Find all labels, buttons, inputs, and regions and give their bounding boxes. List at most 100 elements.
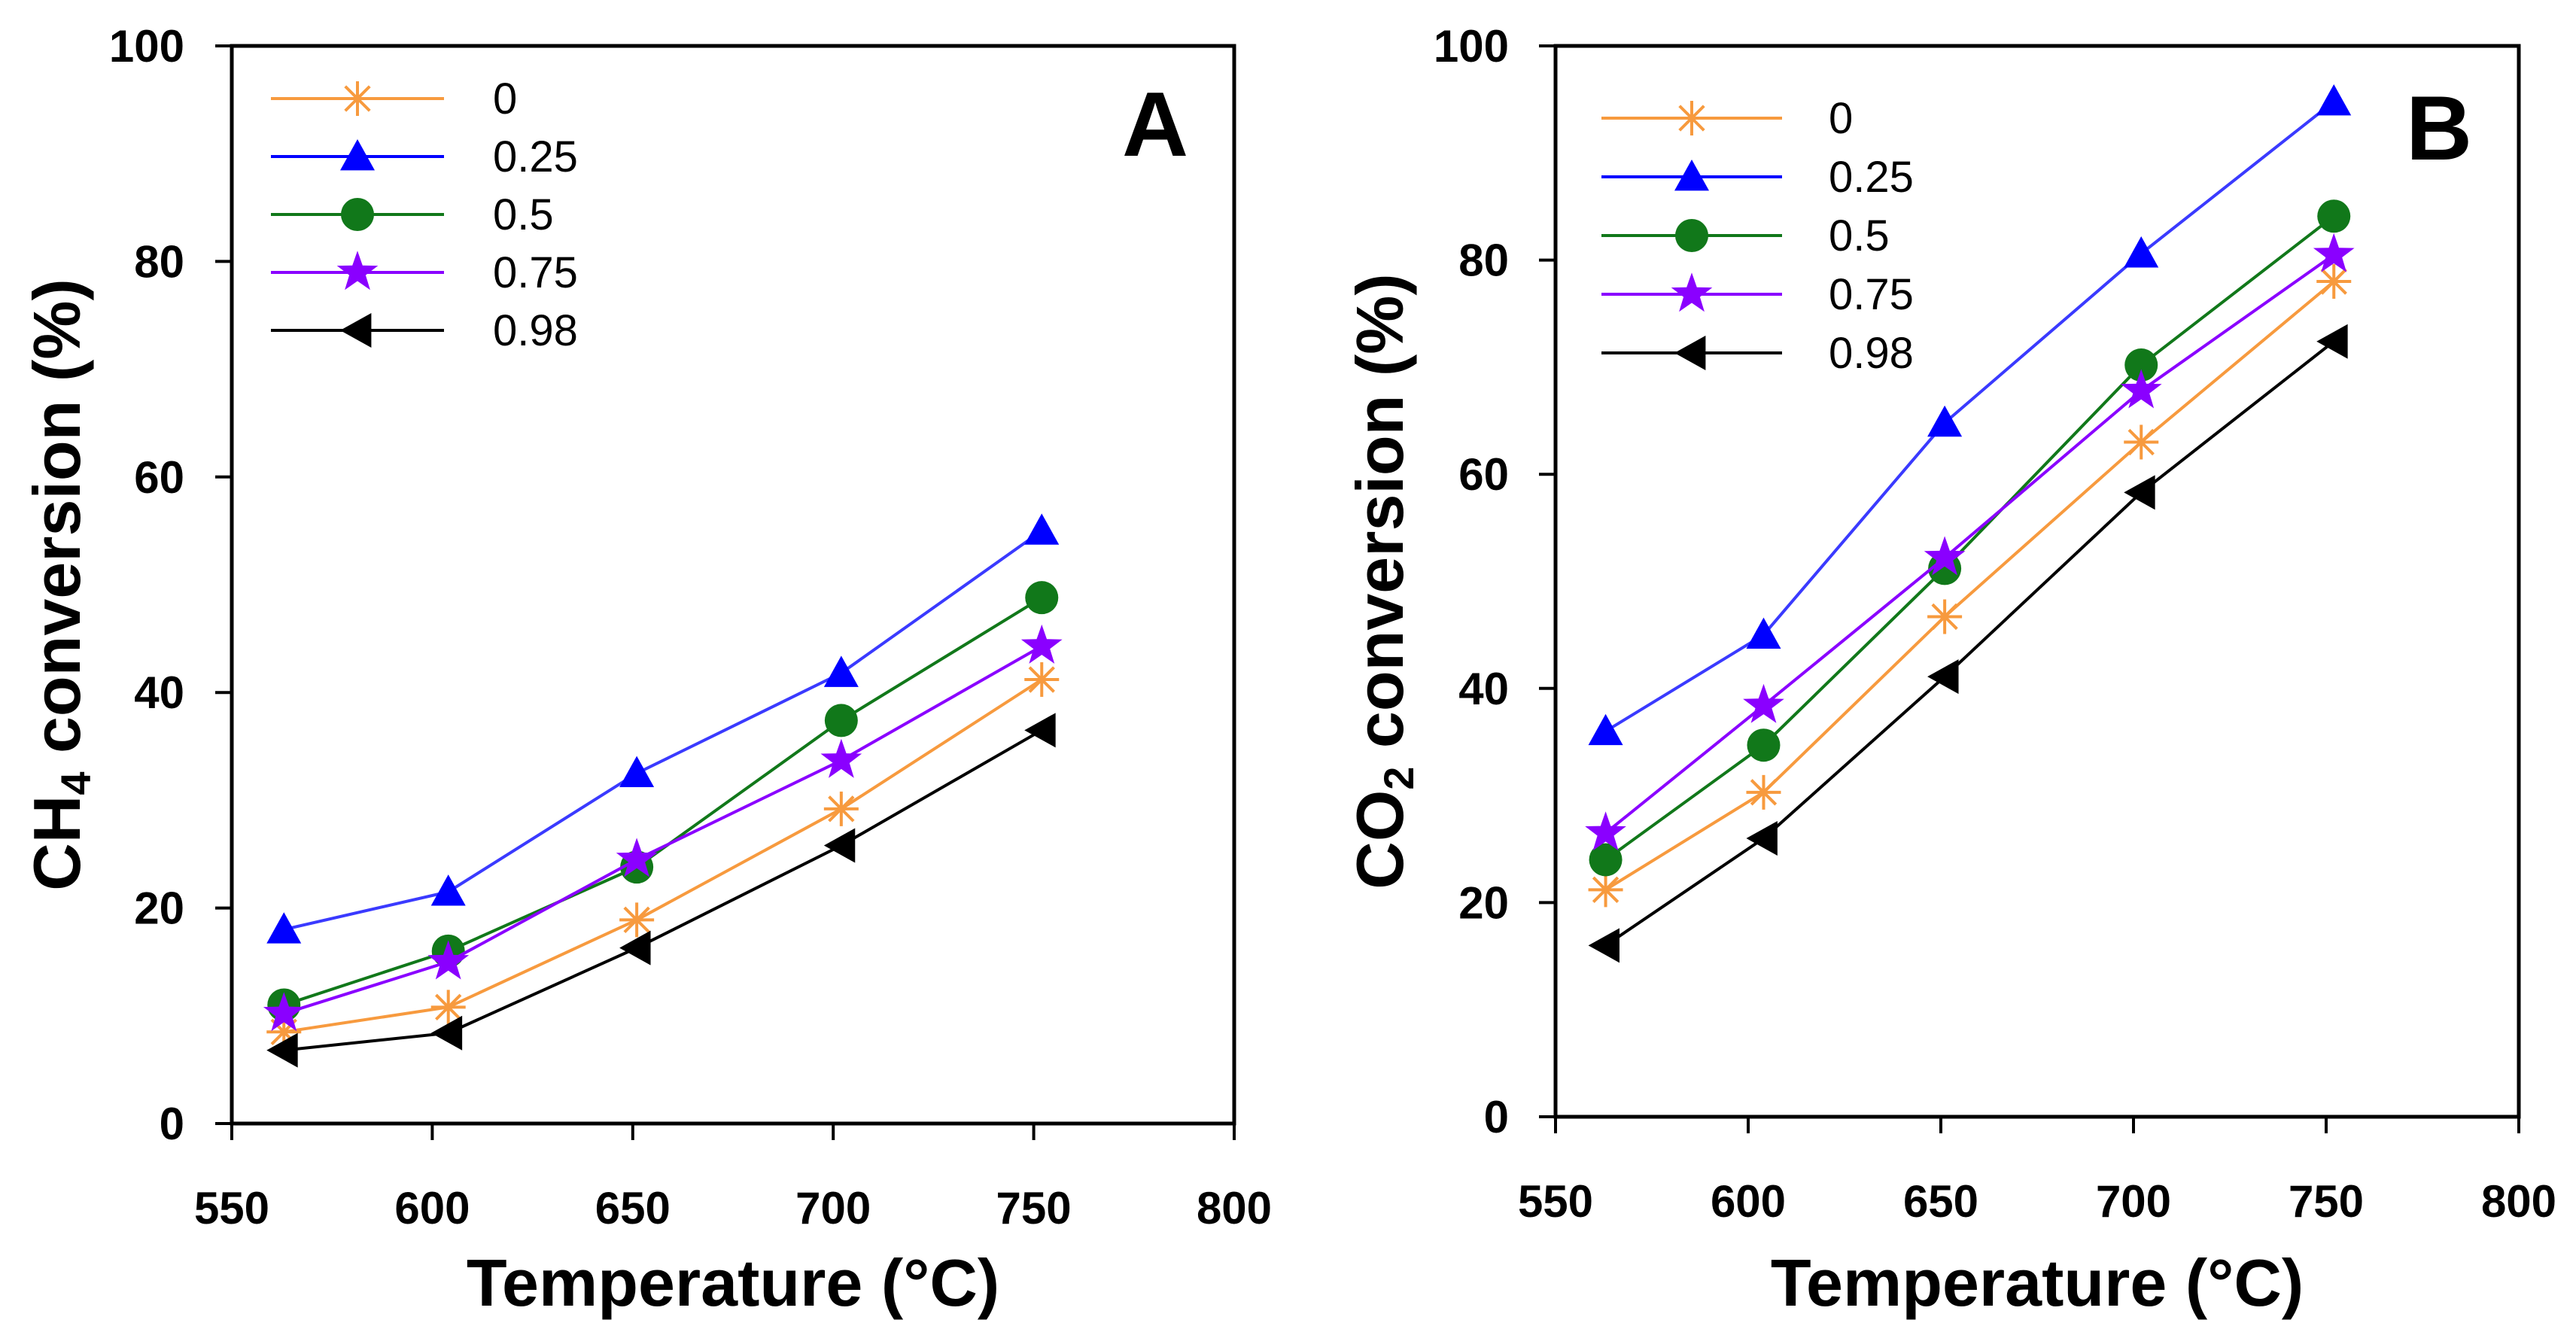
legend-label: 0.5: [493, 190, 554, 239]
data-point: [1024, 713, 1056, 748]
data-point: [1927, 659, 1959, 695]
legend-label: 0.75: [493, 248, 578, 297]
legend-marker: [1674, 160, 1709, 191]
series-0_75: [263, 624, 1063, 1032]
x-tick-label: 600: [1711, 1176, 1786, 1227]
data-point: [1024, 662, 1060, 698]
legend-label: 0.98: [1829, 329, 1914, 378]
panel-label: B: [2406, 77, 2472, 179]
data-point: [1927, 599, 1963, 634]
data-point: [619, 756, 655, 787]
y-tick-label: 0: [160, 1099, 184, 1149]
data-point: [823, 791, 859, 826]
data-point: [1020, 624, 1063, 664]
data-point: [2124, 424, 2159, 460]
data-point: [430, 1015, 463, 1051]
y-tick-label: 0: [1484, 1092, 1509, 1142]
series-0: [1588, 264, 2352, 908]
asterisk-stroke: [1750, 779, 1778, 806]
legend-label: 0.75: [1829, 270, 1914, 319]
data-point: [2120, 369, 2162, 409]
asterisk-stroke: [828, 795, 855, 823]
y-tick-label: 80: [134, 236, 184, 287]
data-point: [824, 704, 858, 737]
y-axis-title-subscript: 4: [52, 771, 99, 795]
legend-entry: 0.25: [1601, 153, 1914, 202]
y-tick-label: 20: [1458, 877, 1509, 928]
data-point: [619, 902, 655, 938]
series-0: [266, 662, 1060, 1050]
data-point: [1588, 872, 1623, 908]
legend-marker: [1674, 101, 1709, 135]
data-point: [1747, 728, 1781, 762]
y-tick-label: 60: [1458, 449, 1509, 500]
data-point: [1746, 774, 1781, 810]
series-0_75: [1585, 233, 2355, 851]
series-0_5: [267, 581, 1059, 1022]
asterisk-stroke: [1931, 603, 1958, 631]
y-tick-label: 100: [109, 21, 184, 71]
legend-entry: 0.75: [1601, 270, 1914, 319]
legend-entry: 0.25: [271, 132, 578, 181]
legend-marker: [1675, 219, 1708, 252]
legend-entry: 0.98: [1601, 329, 1914, 378]
x-tick-label: 750: [2289, 1176, 2364, 1227]
y-tick-label: 20: [134, 883, 184, 934]
legend-marker: [340, 139, 375, 171]
legend-marker: [340, 81, 375, 116]
x-axis-title: Temperature (°C): [1771, 1245, 2304, 1320]
data-point: [823, 828, 856, 863]
legend-label: 0: [493, 75, 517, 123]
data-point: [266, 1032, 298, 1068]
data-point: [430, 990, 466, 1025]
x-tick-label: 600: [394, 1183, 470, 1233]
legend-entry: 0.98: [271, 306, 578, 355]
y-tick-label: 40: [1458, 664, 1509, 714]
x-tick-label: 800: [2481, 1176, 2556, 1227]
data-point: [1924, 536, 1966, 576]
series-line: [284, 728, 1043, 1052]
series-0_98: [1588, 324, 2348, 963]
legend-marker: [336, 251, 379, 290]
data-point: [1746, 617, 1781, 649]
y-tick-label: 40: [134, 668, 184, 718]
asterisk-stroke: [435, 993, 462, 1021]
data-point: [616, 838, 658, 877]
y-axis-title: CH4 conversion (%): [20, 278, 99, 891]
data-point: [430, 874, 466, 906]
series-0_25: [266, 513, 1060, 944]
plot-frame: [230, 44, 1236, 1126]
legend-marker: [340, 313, 372, 348]
legend-label: 0.25: [493, 132, 578, 181]
series-line: [1604, 340, 2335, 947]
data-point: [2317, 199, 2351, 233]
asterisk-stroke: [623, 906, 650, 934]
series-line: [283, 596, 1043, 1007]
data-point: [2313, 233, 2355, 272]
data-point: [1743, 683, 1784, 723]
series-line: [1604, 280, 2335, 892]
y-tick-label: 60: [134, 452, 184, 503]
x-tick-label: 800: [1197, 1183, 1272, 1233]
data-point: [2316, 264, 2352, 300]
series-0_5: [1589, 199, 2351, 877]
legend-marker: [1671, 272, 1713, 312]
series-line: [283, 644, 1043, 1015]
series-line: [283, 529, 1043, 932]
legend-marker: [1674, 336, 1706, 370]
data-point: [263, 992, 305, 1032]
data-point: [1588, 713, 1623, 746]
legend-label: 0.25: [1829, 153, 1914, 202]
data-point: [820, 738, 862, 778]
legend-label: 0.98: [493, 306, 578, 355]
asterisk-stroke: [1678, 105, 1705, 132]
asterisk-stroke: [2127, 428, 2155, 456]
data-point: [1585, 811, 1626, 851]
x-tick-label: 650: [595, 1183, 671, 1233]
data-point: [1746, 821, 1778, 856]
asterisk-stroke: [1028, 666, 1055, 693]
y-axis-title-main: CH: [20, 795, 94, 891]
data-point: [1024, 513, 1060, 545]
data-point: [619, 930, 651, 966]
